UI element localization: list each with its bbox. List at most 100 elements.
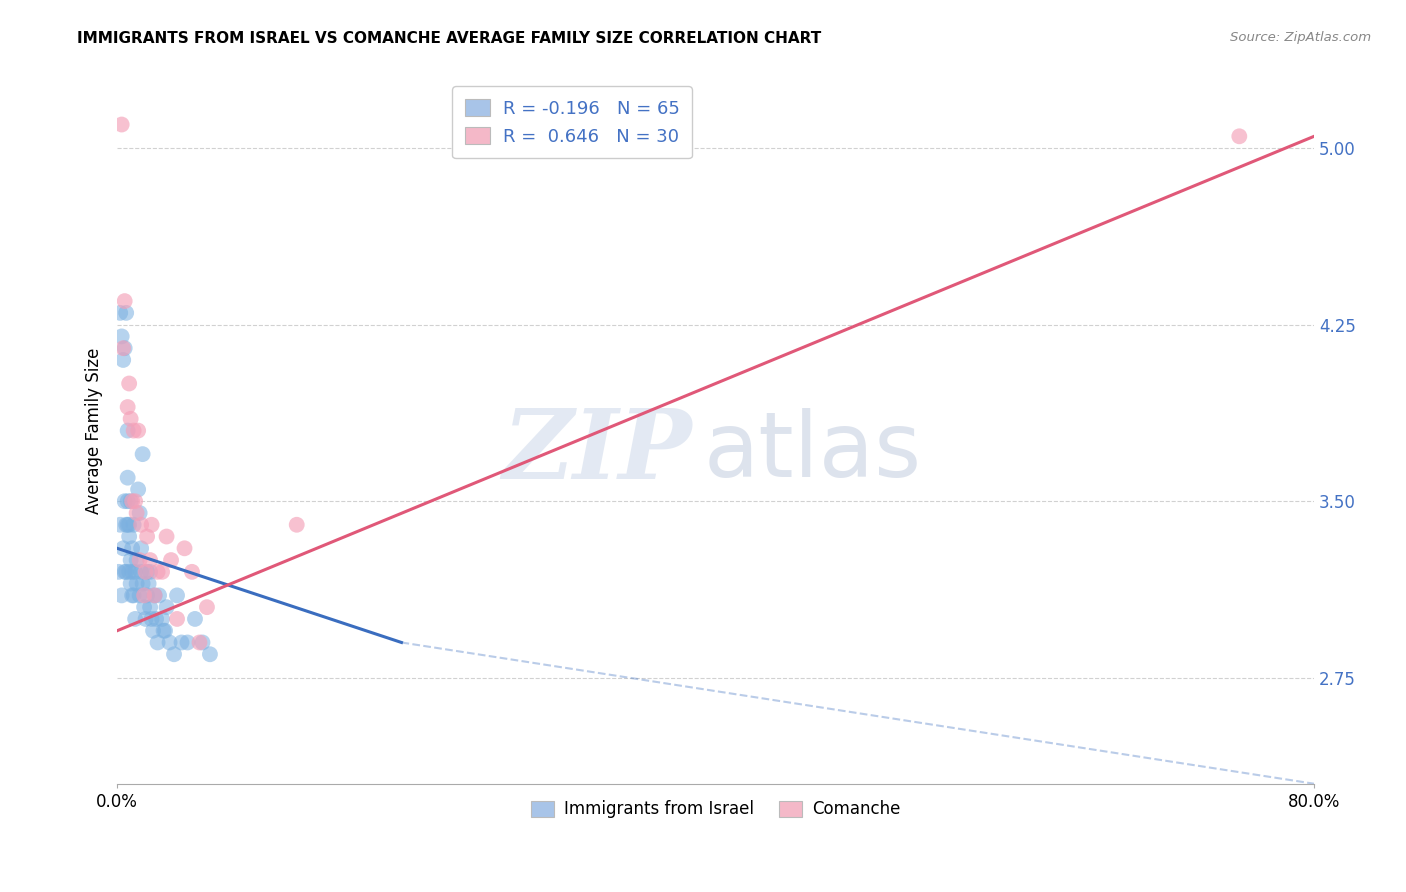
Point <box>135 565 157 579</box>
Point <box>176 635 198 649</box>
Point <box>121 494 143 508</box>
Point <box>136 565 159 579</box>
Point <box>195 600 218 615</box>
Point <box>114 494 136 508</box>
Point <box>107 565 129 579</box>
Point <box>121 588 143 602</box>
Point <box>141 612 163 626</box>
Point <box>120 412 142 426</box>
Point <box>135 612 157 626</box>
Legend: Immigrants from Israel, Comanche: Immigrants from Israel, Comanche <box>524 794 907 825</box>
Point <box>118 529 141 543</box>
Point <box>131 576 153 591</box>
Point <box>198 647 221 661</box>
Point <box>111 329 134 343</box>
Point <box>285 517 308 532</box>
Point <box>120 576 142 591</box>
Point <box>114 565 136 579</box>
Point <box>146 565 169 579</box>
Y-axis label: Average Family Size: Average Family Size <box>86 347 103 514</box>
Point <box>118 376 141 391</box>
Point <box>141 517 163 532</box>
Point <box>117 424 139 438</box>
Point <box>1227 129 1250 144</box>
Point <box>127 483 149 497</box>
Point <box>136 529 159 543</box>
Text: ZIP: ZIP <box>502 405 692 499</box>
Point <box>115 517 138 532</box>
Point <box>148 588 170 602</box>
Point <box>159 635 181 649</box>
Point <box>115 306 138 320</box>
Point <box>125 506 148 520</box>
Point <box>166 612 188 626</box>
Point <box>450 800 472 814</box>
Point <box>112 341 135 355</box>
Point <box>181 565 204 579</box>
Point <box>173 541 195 556</box>
Point <box>143 588 166 602</box>
Text: atlas: atlas <box>703 408 922 496</box>
Point <box>117 517 139 532</box>
Point <box>139 600 162 615</box>
Point <box>124 612 146 626</box>
Point <box>129 517 152 532</box>
Point <box>131 447 153 461</box>
Point <box>145 612 167 626</box>
Point <box>166 588 188 602</box>
Point <box>121 565 143 579</box>
Point <box>120 553 142 567</box>
Point <box>108 306 131 320</box>
Point <box>155 600 177 615</box>
Point <box>121 541 143 556</box>
Point <box>134 600 156 615</box>
Point <box>111 118 134 132</box>
Point <box>118 517 141 532</box>
Point <box>155 529 177 543</box>
Point <box>138 576 160 591</box>
Point <box>150 612 173 626</box>
Point <box>170 635 193 649</box>
Point <box>124 565 146 579</box>
Point <box>122 424 145 438</box>
Point <box>134 588 156 602</box>
Point <box>188 635 211 649</box>
Point <box>142 624 165 638</box>
Point <box>108 517 131 532</box>
Point <box>117 494 139 508</box>
Point <box>191 635 214 649</box>
Point <box>125 553 148 567</box>
Point <box>143 588 166 602</box>
Point <box>115 565 138 579</box>
Point <box>150 565 173 579</box>
Point <box>117 400 139 414</box>
Point <box>118 565 141 579</box>
Point <box>111 588 134 602</box>
Point <box>127 424 149 438</box>
Text: IMMIGRANTS FROM ISRAEL VS COMANCHE AVERAGE FAMILY SIZE CORRELATION CHART: IMMIGRANTS FROM ISRAEL VS COMANCHE AVERA… <box>77 31 821 46</box>
Point <box>139 553 162 567</box>
Point <box>129 565 152 579</box>
Point <box>163 647 186 661</box>
Point <box>184 612 207 626</box>
Point <box>129 541 152 556</box>
Point <box>139 565 162 579</box>
Point <box>120 494 142 508</box>
Point <box>117 471 139 485</box>
Point <box>152 624 174 638</box>
Point <box>112 353 135 368</box>
Point <box>122 517 145 532</box>
Point <box>128 588 150 602</box>
Point <box>125 576 148 591</box>
Point <box>112 541 135 556</box>
Point <box>114 294 136 309</box>
Point <box>128 506 150 520</box>
Point <box>160 553 183 567</box>
Point <box>114 341 136 355</box>
Text: Source: ZipAtlas.com: Source: ZipAtlas.com <box>1230 31 1371 45</box>
Point <box>128 553 150 567</box>
Point <box>146 635 169 649</box>
Point <box>153 624 176 638</box>
Point <box>136 588 159 602</box>
Point <box>124 494 146 508</box>
